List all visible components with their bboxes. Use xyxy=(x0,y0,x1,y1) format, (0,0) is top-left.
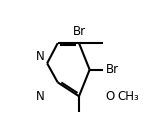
Text: N: N xyxy=(36,90,45,103)
Text: Br: Br xyxy=(106,63,119,76)
Text: N: N xyxy=(36,50,45,63)
Text: O: O xyxy=(106,90,115,103)
Text: CH₃: CH₃ xyxy=(117,90,139,103)
Text: Br: Br xyxy=(72,25,86,38)
